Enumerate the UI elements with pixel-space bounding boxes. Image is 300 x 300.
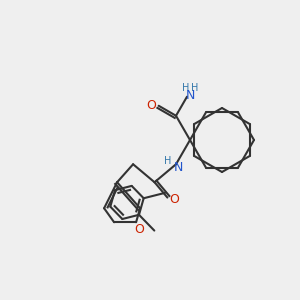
Text: H: H bbox=[182, 83, 190, 93]
Text: H: H bbox=[164, 156, 172, 166]
Text: O: O bbox=[169, 193, 179, 206]
Text: N: N bbox=[173, 161, 183, 174]
Text: N: N bbox=[185, 89, 195, 102]
Text: O: O bbox=[134, 223, 144, 236]
Text: O: O bbox=[147, 99, 157, 112]
Text: H: H bbox=[191, 83, 199, 93]
